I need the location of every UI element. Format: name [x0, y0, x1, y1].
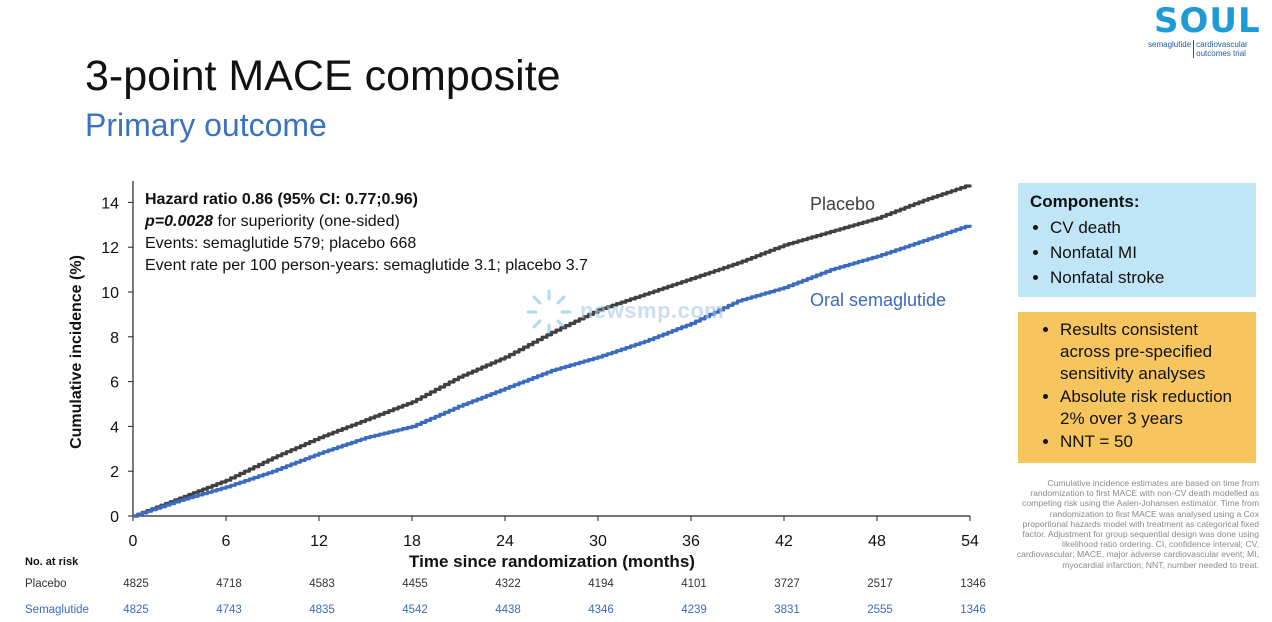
y-tick-label: 8: [110, 330, 119, 347]
y-tick-label: 12: [101, 240, 119, 257]
at-risk-value: 4346: [588, 604, 614, 616]
x-tick-label: 30: [589, 533, 607, 550]
event-rate-text: Event rate per 100 person-years: semaglu…: [145, 257, 588, 274]
x-tick-label: 0: [129, 533, 138, 550]
placebo-line: [133, 184, 972, 518]
at-risk-header: No. at risk: [25, 556, 79, 568]
logo-tagline-left: semaglutide: [1148, 40, 1192, 49]
at-risk-value: 4322: [495, 578, 521, 590]
logo-tagline: semaglutide cardiovascular outcomes trial: [1148, 40, 1258, 58]
at-risk-value: 2517: [867, 578, 893, 590]
at-risk-value: 4101: [681, 578, 707, 590]
at-risk-value: 4583: [309, 578, 335, 590]
key-findings-box: Results consistent across pre-specified …: [1018, 312, 1256, 463]
y-tick-label: 4: [110, 419, 119, 436]
components-heading: Components:: [1030, 192, 1140, 211]
at-risk-value: 1346: [960, 604, 986, 616]
at-risk-table: Placebo 4825 4718 4583 4455 4322 4194 4101 3727 2…: [25, 578, 986, 616]
at-risk-value: 4455: [402, 578, 428, 590]
soul-logo: SOUL semaglutide cardiovascular outcomes t…: [1148, 1, 1261, 58]
footnote: Cumulative incidence estimates are based…: [1016, 478, 1259, 570]
logo-divider: [1193, 40, 1195, 58]
newsmp-watermark-text: newsmp.com: [580, 298, 725, 323]
component-item: Nonfatal MI: [1050, 240, 1244, 265]
components-box: Components: CV death Nonfatal MI Nonfata…: [1018, 183, 1256, 297]
at-risk-value: 1346: [960, 578, 986, 590]
x-tick-label: 36: [682, 533, 700, 550]
key-finding-item: Results consistent across pre-specified …: [1060, 319, 1246, 385]
at-risk-row-label: Semaglutide: [25, 604, 89, 616]
x-tick-label: 24: [496, 533, 514, 550]
series-label-placebo: Placebo: [810, 194, 875, 214]
x-tick-label: 18: [403, 533, 421, 550]
p-value-bold: p=0.0028: [144, 213, 213, 230]
component-item: Nonfatal stroke: [1050, 265, 1244, 290]
logo-tagline-right: cardiovascular outcomes trial: [1196, 40, 1248, 58]
at-risk-value: 4825: [123, 604, 149, 616]
stats-annotation: Hazard ratio 0.86 (95% CI: 0.77;0.96) p=…: [144, 191, 588, 274]
at-risk-value: 4542: [402, 604, 428, 616]
x-tick-label: 42: [775, 533, 793, 550]
series-label-semaglutide: Oral semaglutide: [810, 290, 946, 310]
semaglutide-line: [133, 224, 972, 518]
key-finding-item: Absolute risk reduction 2% over 3 years: [1060, 386, 1246, 430]
y-tick-label: 0: [110, 509, 119, 526]
x-tick-label: 48: [868, 533, 886, 550]
key-finding-item: NNT = 50: [1060, 431, 1246, 453]
events-text: Events: semaglutide 579; placebo 668: [145, 235, 416, 252]
y-tick-label: 14: [101, 195, 119, 212]
x-tick-label: 12: [310, 533, 328, 550]
at-risk-row-label: Placebo: [25, 578, 67, 590]
y-tick-label: 10: [101, 285, 119, 302]
p-value-rest: for superiority (one-sided): [213, 213, 400, 230]
key-findings-list: Results consistent across pre-specified …: [1032, 319, 1246, 453]
chart-lines: [133, 184, 972, 518]
at-risk-value: 3727: [774, 578, 800, 590]
y-tick-label: 6: [110, 375, 119, 392]
x-tick-label: 6: [222, 533, 231, 550]
newsmp-watermark-icon: [524, 287, 574, 342]
logo-wordmark: SOUL: [1154, 1, 1261, 41]
at-risk-value: 4825: [123, 578, 149, 590]
logo-tagline-right-2: outcomes trial: [1196, 49, 1246, 58]
slide-subtitle: Primary outcome: [85, 107, 327, 143]
at-risk-value: 4239: [681, 604, 707, 616]
at-risk-value: 4835: [309, 604, 335, 616]
at-risk-value: 4194: [588, 578, 614, 590]
logo-tagline-right-1: cardiovascular: [1196, 40, 1248, 49]
slide-title: 3-point MACE composite: [85, 52, 561, 100]
at-risk-value: 4718: [216, 578, 242, 590]
at-risk-value: 4743: [216, 604, 242, 616]
y-axis-label: Cumulative incidence (%): [68, 255, 85, 449]
p-value-text: p=0.0028 for superiority (one-sided): [144, 213, 400, 230]
at-risk-value: 3831: [774, 604, 800, 616]
component-item: CV death: [1050, 215, 1244, 240]
at-risk-value: 4438: [495, 604, 521, 616]
hazard-ratio-text: Hazard ratio 0.86 (95% CI: 0.77;0.96): [145, 191, 418, 208]
x-tick-label: 54: [961, 533, 979, 550]
at-risk-value: 2555: [867, 604, 893, 616]
y-tick-label: 2: [110, 464, 119, 481]
x-axis-label: Time since randomization (months): [409, 552, 695, 571]
components-list: CV death Nonfatal MI Nonfatal stroke: [1030, 215, 1244, 290]
